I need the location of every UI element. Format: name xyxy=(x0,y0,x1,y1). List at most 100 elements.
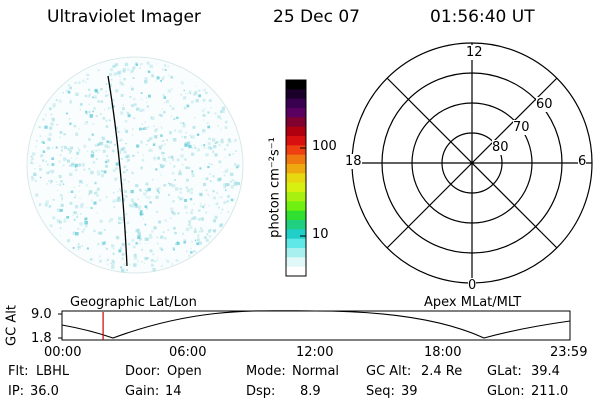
speckle xyxy=(68,191,70,193)
speckle xyxy=(225,183,229,187)
speckle xyxy=(197,234,200,237)
glat-label: GLat: xyxy=(487,364,522,379)
speckle xyxy=(147,187,151,192)
speckle xyxy=(56,189,58,191)
speckle xyxy=(166,260,170,263)
speckle xyxy=(137,260,139,263)
speckle xyxy=(91,150,94,154)
speckle xyxy=(113,64,117,68)
speckle xyxy=(120,266,123,269)
speckle xyxy=(125,195,128,198)
speckle xyxy=(88,103,90,105)
speckle xyxy=(213,219,217,223)
speckle xyxy=(146,207,148,210)
speckle xyxy=(90,170,94,175)
speckle xyxy=(76,216,79,218)
speckle xyxy=(138,205,142,209)
speckle xyxy=(215,202,219,206)
speckle xyxy=(230,185,234,189)
colorbar-band xyxy=(286,108,306,118)
speckle xyxy=(30,155,33,158)
speckle xyxy=(121,257,124,260)
speckle xyxy=(161,77,164,81)
speckle xyxy=(139,67,142,69)
speckle xyxy=(69,86,72,90)
speckle xyxy=(170,76,174,79)
speckle xyxy=(131,205,133,207)
speckle xyxy=(76,157,78,159)
speckle xyxy=(146,105,149,108)
speckle xyxy=(197,218,201,221)
speckle xyxy=(186,212,188,214)
speckle xyxy=(55,99,58,102)
speckle xyxy=(60,149,63,152)
speckle xyxy=(122,104,124,106)
speckle xyxy=(155,80,157,82)
speckle xyxy=(144,205,148,208)
speckle xyxy=(172,212,176,216)
speckle xyxy=(141,84,143,86)
speckle xyxy=(62,164,65,167)
speckle xyxy=(90,258,93,261)
speckle xyxy=(121,242,125,247)
speckle xyxy=(86,184,89,187)
speckle xyxy=(122,217,124,219)
speckle xyxy=(68,117,71,120)
speckle xyxy=(203,119,205,121)
speckle xyxy=(194,125,196,127)
speckle xyxy=(39,167,43,171)
speckle xyxy=(72,247,75,249)
speckle xyxy=(133,103,137,106)
speckle xyxy=(30,159,33,161)
colorbar-band xyxy=(286,229,306,240)
speckle xyxy=(153,125,155,127)
colorbar xyxy=(286,80,306,277)
speckle xyxy=(160,174,162,176)
speckle xyxy=(39,135,42,137)
speckle xyxy=(199,167,202,170)
speckle xyxy=(121,182,124,186)
xtick-06-00: 06:00 xyxy=(169,345,207,360)
speckle xyxy=(104,144,108,148)
speckle xyxy=(105,161,108,164)
speckle xyxy=(144,257,148,261)
speckle xyxy=(106,258,110,261)
speckle xyxy=(108,72,113,77)
speckle xyxy=(156,63,158,65)
speckle xyxy=(209,229,212,231)
speckle xyxy=(59,234,61,236)
speckle xyxy=(167,74,170,76)
speckle xyxy=(137,235,141,239)
strip-ylabel: GC Alt xyxy=(4,305,20,346)
speckle xyxy=(117,70,122,75)
speckle xyxy=(224,156,226,158)
glat-value: 39.4 xyxy=(531,364,560,379)
speckle xyxy=(221,109,225,114)
speckle xyxy=(135,205,139,208)
speckle xyxy=(145,144,148,146)
speckle xyxy=(51,157,54,160)
speckle xyxy=(112,252,115,255)
speckle xyxy=(74,205,79,209)
speckle xyxy=(200,227,203,230)
speckle xyxy=(78,185,81,187)
speckle xyxy=(95,158,98,160)
speckle xyxy=(78,149,81,152)
speckle xyxy=(193,230,197,233)
speckle xyxy=(221,138,224,141)
xtick-12-00: 12:00 xyxy=(296,345,334,360)
speckle xyxy=(31,176,34,179)
speckle xyxy=(90,154,95,158)
speckle xyxy=(160,248,164,251)
speckle xyxy=(116,237,119,240)
speckle xyxy=(189,134,191,136)
speckle xyxy=(76,151,80,155)
speckle xyxy=(199,193,203,197)
speckle xyxy=(135,63,138,66)
speckle xyxy=(155,210,159,213)
speckle xyxy=(142,127,145,130)
speckle xyxy=(175,187,179,191)
speckle xyxy=(203,146,206,149)
speckle xyxy=(162,140,165,142)
speckle xyxy=(208,99,212,102)
